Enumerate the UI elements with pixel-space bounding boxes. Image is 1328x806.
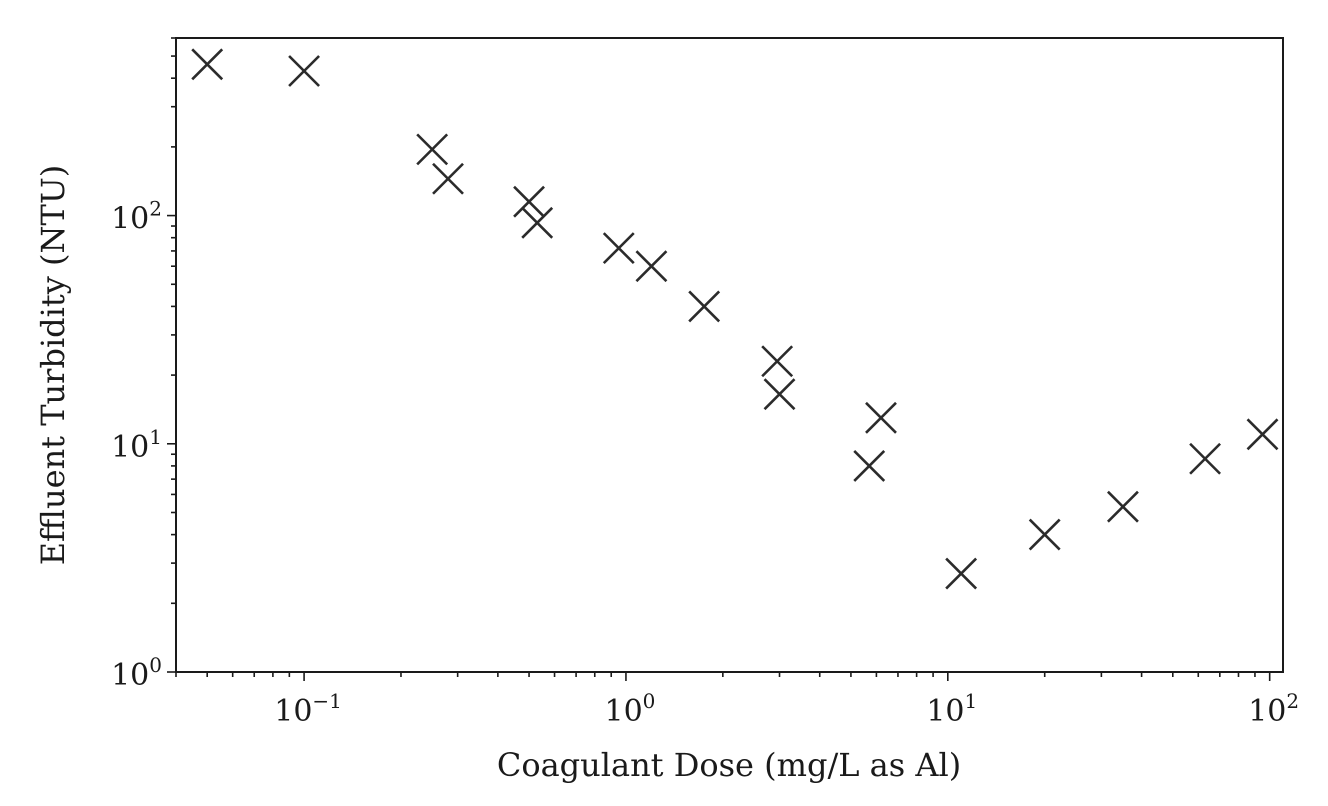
data-point — [191, 48, 224, 81]
x-tick-label: 10−1 — [274, 689, 342, 729]
x-tick-label: 102 — [1248, 689, 1299, 729]
x-tick-label-exponent: 2 — [1286, 689, 1299, 713]
y-axis-title: Effluent Turbidity (NTU) — [34, 165, 72, 566]
data-point — [416, 133, 449, 166]
data-point — [1028, 518, 1061, 551]
data-point — [288, 55, 321, 87]
x-axis-title: Coagulant Dose (mg/L as Al) — [497, 746, 961, 784]
data-point — [635, 250, 668, 283]
data-point — [761, 345, 794, 378]
data-markers — [191, 48, 1279, 590]
y-tick-label-base: 10 — [111, 658, 149, 693]
y-tick-label-exponent: 2 — [149, 197, 162, 221]
data-point — [1246, 418, 1279, 451]
x-tick-label-base: 10 — [1248, 694, 1286, 729]
data-point — [1107, 490, 1139, 523]
data-point — [521, 206, 554, 239]
data-point — [763, 378, 796, 411]
x-tick-label-base: 10 — [926, 694, 964, 729]
plot-area-frame — [175, 37, 1284, 673]
y-tick-label-base: 10 — [111, 202, 149, 237]
x-tick-label-exponent: −1 — [312, 689, 341, 713]
y-tick-label: 100 — [111, 653, 162, 693]
data-point — [1189, 442, 1222, 475]
data-point — [688, 290, 721, 323]
x-tick-label-exponent: 0 — [643, 689, 656, 713]
y-tick-label-exponent: 0 — [149, 653, 162, 677]
x-tick-label-base: 10 — [604, 694, 642, 729]
data-point — [513, 185, 545, 218]
x-tick-label: 101 — [926, 689, 977, 729]
data-point — [865, 401, 897, 434]
x-tick-label-base: 10 — [274, 694, 312, 729]
x-tick-label: 100 — [604, 689, 655, 729]
data-point — [432, 162, 464, 195]
x-tick-label-exponent: 1 — [965, 689, 978, 713]
y-tick-label-base: 10 — [111, 430, 149, 465]
y-tick-label: 101 — [111, 425, 162, 465]
y-tick-label: 102 — [111, 197, 162, 237]
data-point — [602, 232, 635, 265]
y-tick-label-exponent: 1 — [149, 425, 162, 449]
data-point — [945, 557, 978, 590]
data-point — [853, 449, 886, 482]
